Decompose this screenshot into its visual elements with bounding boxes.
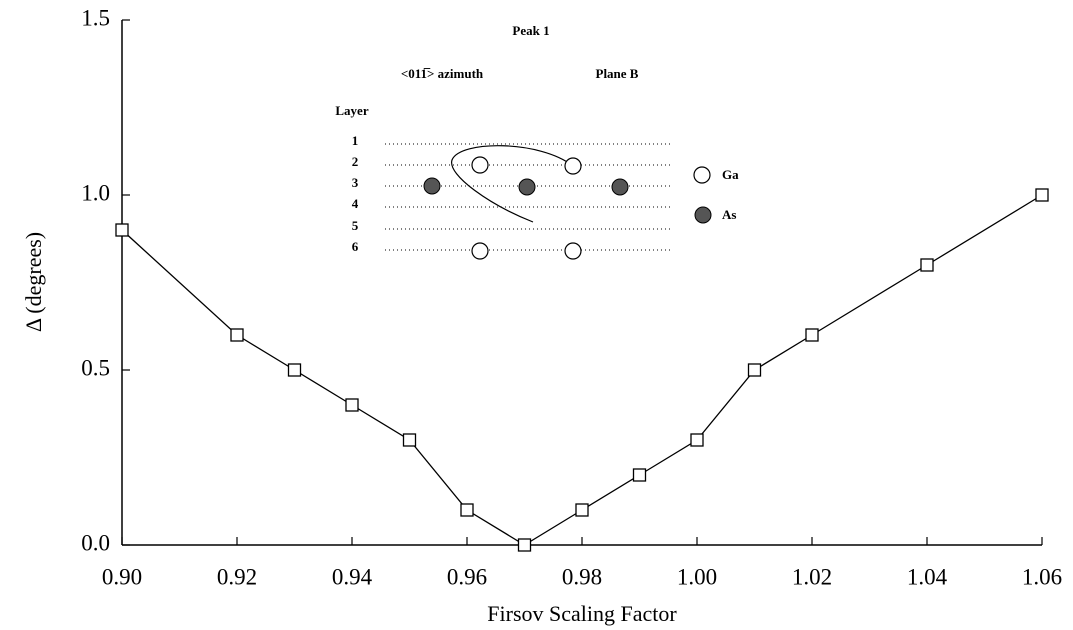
inset-plane: Plane B xyxy=(596,66,639,81)
x-tick-label: 0.98 xyxy=(562,564,602,589)
marker xyxy=(920,258,934,272)
inset-layer-heading: Layer xyxy=(335,103,368,118)
marker xyxy=(287,363,302,377)
as-atom xyxy=(611,178,629,196)
marker xyxy=(230,328,244,342)
x-tick-label: 0.94 xyxy=(332,564,373,589)
x-tick-label: 1.04 xyxy=(907,564,948,589)
marker xyxy=(747,363,762,377)
layer-number: 1 xyxy=(352,133,359,148)
y-axis-title: Δ (degrees) xyxy=(21,232,46,332)
marker xyxy=(345,398,359,412)
y-tick-label: 0.5 xyxy=(81,355,110,380)
ga-atom xyxy=(471,242,489,260)
marker xyxy=(805,328,819,342)
x-tick-label: 1.06 xyxy=(1022,564,1062,589)
y-tick-label: 1.0 xyxy=(81,180,110,205)
ga-atom xyxy=(564,242,582,260)
marker xyxy=(575,503,589,517)
legend-ga: Ga xyxy=(722,167,739,182)
layer-number: 5 xyxy=(352,218,359,233)
x-tick-label: 0.92 xyxy=(217,564,257,589)
legend-as: As xyxy=(722,207,736,222)
marker xyxy=(517,538,532,552)
x-tick-label: 1.02 xyxy=(792,564,832,589)
x-tick-label: 0.96 xyxy=(447,564,487,589)
legend-ga-icon xyxy=(693,166,711,184)
inset: Peak 1 <011̅> azimuth Plane B Layer Ga A… xyxy=(335,23,739,260)
trajectory xyxy=(451,145,574,223)
x-axis-title: Firsov Scaling Factor xyxy=(487,601,677,626)
marker xyxy=(460,503,474,517)
layer-number: 3 xyxy=(352,175,359,190)
ga-atom xyxy=(471,156,489,174)
marker xyxy=(690,433,704,447)
marker xyxy=(1035,188,1049,202)
marker xyxy=(115,223,129,237)
marker xyxy=(632,468,647,482)
inset-azimuth: <011̅> azimuth xyxy=(401,66,484,81)
as-atom xyxy=(518,178,536,196)
ga-atom xyxy=(564,157,582,175)
x-tick-label: 1.00 xyxy=(677,564,717,589)
as-atom xyxy=(423,177,441,195)
y-tick-label: 1.5 xyxy=(81,5,110,30)
inset-title: Peak 1 xyxy=(512,23,549,38)
layer-number: 6 xyxy=(352,239,359,254)
legend-as-icon xyxy=(694,206,712,224)
x-tick-label: 0.90 xyxy=(102,564,142,589)
layer-number: 4 xyxy=(352,196,359,211)
line xyxy=(121,194,1043,546)
marker xyxy=(402,433,417,447)
layer-number: 2 xyxy=(352,154,359,169)
y-tick-label: 0.0 xyxy=(81,530,110,555)
